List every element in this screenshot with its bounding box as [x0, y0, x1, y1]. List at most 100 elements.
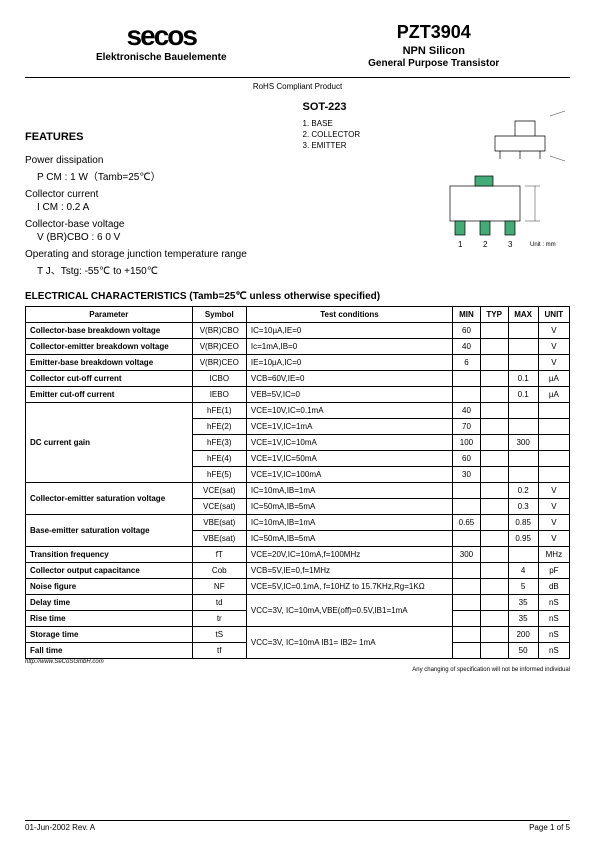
table-cell: VCE(sat)	[192, 499, 246, 515]
part-desc: General Purpose Transistor	[298, 58, 571, 69]
part-number: PZT3904	[298, 22, 571, 43]
table-cell: Rise time	[26, 611, 193, 627]
table-cell: Emitter-base breakdown voltage	[26, 355, 193, 371]
feature-label: Collector-base voltage	[25, 219, 293, 230]
column-header: TYP	[480, 307, 508, 323]
rohs-label: RoHS Compliant Product	[25, 82, 570, 91]
table-cell: ICBO	[192, 371, 246, 387]
table-cell: VCE(sat)	[192, 483, 246, 499]
table-cell: VCC=3V, IC=10mA IB1= IB2= 1mA	[246, 627, 452, 659]
table-row: Emitter-base breakdown voltageV(BR)CEOIE…	[26, 355, 570, 371]
table-cell	[538, 435, 569, 451]
table-cell	[480, 531, 508, 547]
column-header: Test conditions	[246, 307, 452, 323]
feature-label: Power dissipation	[25, 155, 293, 166]
table-cell: VEB=5V,IC=0	[246, 387, 452, 403]
table-cell	[480, 611, 508, 627]
table-title: ELECTRICAL CHARACTERISTICS (Tamb=25℃ unl…	[25, 291, 570, 302]
column-header: Parameter	[26, 307, 193, 323]
table-cell	[538, 403, 569, 419]
page-footer: 01-Jun-2002 Rev. A Page 1 of 5	[25, 820, 570, 832]
table-cell	[508, 323, 538, 339]
table-cell: 6	[453, 355, 481, 371]
table-cell	[480, 451, 508, 467]
table-cell	[538, 419, 569, 435]
table-cell: nS	[538, 627, 569, 643]
feature-value: T J、Tstg: -55℃ to +150℃	[37, 262, 293, 277]
table-cell: 0.65	[453, 515, 481, 531]
diagram-area: SOT-223 1. BASE2. COLLECTOR3. EMITTER	[303, 101, 571, 283]
table-cell	[480, 339, 508, 355]
footer-url: http://www.SeCoSGmbH.com	[25, 659, 570, 665]
table-cell	[480, 483, 508, 499]
table-row: Storage timetSVCC=3V, IC=10mA IB1= IB2= …	[26, 627, 570, 643]
outline-top-icon: 1 2 3 Unit : mm	[430, 171, 560, 251]
table-cell	[480, 595, 508, 611]
feature-label: Collector current	[25, 189, 293, 200]
table-cell	[480, 371, 508, 387]
table-cell: VCB=5V,IE=0,f=1MHz	[246, 563, 452, 579]
table-cell	[480, 435, 508, 451]
table-row: Collector cut-off currentICBOVCB=60V,IE=…	[26, 371, 570, 387]
table-cell: VCE=1V,IC=100mA	[246, 467, 452, 483]
table-cell	[508, 339, 538, 355]
feature-value: P CM : 1 W（Tamb=25℃）	[37, 168, 293, 183]
table-cell: nS	[538, 643, 569, 659]
footer-date: 01-Jun-2002 Rev. A	[25, 823, 95, 832]
table-cell: 40	[453, 339, 481, 355]
table-cell: Fall time	[26, 643, 193, 659]
table-cell: Ic=1mA,IB=0	[246, 339, 452, 355]
table-cell	[480, 419, 508, 435]
table-cell: NF	[192, 579, 246, 595]
table-cell: Delay time	[26, 595, 193, 611]
table-cell: V(BR)CEO	[192, 339, 246, 355]
table-row: Emitter cut-off currentIEBOVEB=5V,IC=00.…	[26, 387, 570, 403]
table-cell: Collector cut-off current	[26, 371, 193, 387]
table-row: DC current gainhFE(1)VCE=10V,IC=0.1mA40	[26, 403, 570, 419]
table-cell: dB	[538, 579, 569, 595]
table-cell	[453, 387, 481, 403]
table-cell: 0.1	[508, 387, 538, 403]
table-cell	[538, 451, 569, 467]
table-cell	[453, 611, 481, 627]
table-cell: V	[538, 339, 569, 355]
part-type: NPN Silicon	[298, 45, 571, 57]
svg-text:Unit : mm: Unit : mm	[530, 242, 556, 248]
table-cell: 0.3	[508, 499, 538, 515]
table-cell	[480, 355, 508, 371]
column-header: UNIT	[538, 307, 569, 323]
table-row: Delay timetdVCC=3V, IC=10mA,VBE(off)=0.5…	[26, 595, 570, 611]
logo-subtitle: Elektronische Bauelemente	[25, 52, 298, 63]
table-cell	[480, 387, 508, 403]
table-cell: 30	[453, 467, 481, 483]
column-header: Symbol	[192, 307, 246, 323]
table-cell	[480, 563, 508, 579]
table-cell	[453, 499, 481, 515]
table-cell	[480, 547, 508, 563]
table-cell: 60	[453, 451, 481, 467]
table-row: Collector-emitter saturation voltageVCE(…	[26, 483, 570, 499]
table-cell: V	[538, 531, 569, 547]
table-cell	[453, 595, 481, 611]
table-cell: 70	[453, 419, 481, 435]
table-cell: V	[538, 355, 569, 371]
table-cell: hFE(1)	[192, 403, 246, 419]
table-cell: 4	[508, 563, 538, 579]
table-cell: tr	[192, 611, 246, 627]
table-cell: tS	[192, 627, 246, 643]
table-cell: Collector-emitter saturation voltage	[26, 483, 193, 515]
table-cell	[508, 547, 538, 563]
table-cell: pF	[538, 563, 569, 579]
table-cell	[480, 515, 508, 531]
table-cell	[508, 419, 538, 435]
table-cell: Collector output capacitance	[26, 563, 193, 579]
table-cell: VBE(sat)	[192, 531, 246, 547]
features-block: C E B C FEATURES Power dissipationP CM :…	[25, 101, 303, 283]
table-cell	[480, 403, 508, 419]
table-cell: hFE(5)	[192, 467, 246, 483]
table-cell	[453, 643, 481, 659]
table-cell	[480, 627, 508, 643]
table-cell: MHz	[538, 547, 569, 563]
table-cell: V(BR)CEO	[192, 355, 246, 371]
table-cell	[508, 355, 538, 371]
